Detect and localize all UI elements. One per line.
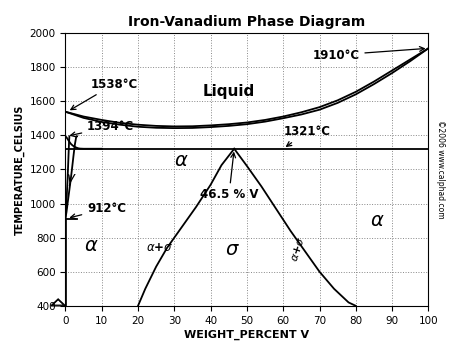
X-axis label: WEIGHT_PERCENT V: WEIGHT_PERCENT V: [184, 330, 310, 340]
Text: 1910°C: 1910°C: [312, 47, 424, 61]
Text: $\alpha$+$\sigma$: $\alpha$+$\sigma$: [146, 241, 173, 254]
Text: $\alpha$: $\alpha$: [370, 211, 385, 230]
Text: 1321°C: 1321°C: [283, 125, 330, 146]
Title: Iron-Vanadium Phase Diagram: Iron-Vanadium Phase Diagram: [128, 15, 365, 29]
Text: $\gamma$: $\gamma$: [65, 172, 77, 188]
Text: $\alpha$+$\sigma$: $\alpha$+$\sigma$: [289, 235, 307, 263]
Text: $\alpha$: $\alpha$: [174, 151, 189, 170]
Text: $\sigma$: $\sigma$: [225, 240, 240, 259]
Text: Liquid: Liquid: [203, 84, 255, 99]
Text: 1394°C: 1394°C: [71, 120, 135, 137]
Text: 1538°C: 1538°C: [71, 77, 138, 110]
Text: $\alpha$: $\alpha$: [83, 236, 98, 255]
Text: 912°C: 912°C: [71, 202, 126, 219]
Y-axis label: TEMPERATURE_CELSIUS: TEMPERATURE_CELSIUS: [15, 104, 25, 235]
Text: 46.5 % V: 46.5 % V: [200, 153, 258, 201]
Text: ©2006 www.calphad.com: ©2006 www.calphad.com: [436, 120, 445, 219]
